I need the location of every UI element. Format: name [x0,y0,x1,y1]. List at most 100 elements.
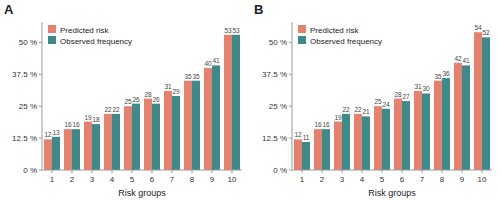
bar [462,65,470,170]
data-label: 11 [303,134,310,141]
x-tick [52,170,53,173]
legend: Predicted risk Observed frequency [298,25,382,46]
y-tick [289,42,292,43]
x-tick [342,170,343,173]
data-label: 16 [314,121,322,128]
data-label: 41 [462,57,470,64]
bar [212,65,220,170]
data-label: 19 [84,114,92,121]
panel: A121619222528313540531316182226262935415… [4,2,242,198]
panel-label: A [4,2,14,17]
bar [152,104,160,170]
y-tick-label: 50 % [269,38,287,47]
figure: A121619222528313540531316182226262935415… [0,0,500,202]
bar [192,81,200,170]
y-tick-label: 0 % [273,166,287,175]
y-tick-label: 25 % [19,102,37,111]
data-label: 27 [402,93,410,100]
data-label: 52 [482,29,490,36]
bar [124,106,132,170]
data-label: 25 [374,98,382,105]
x-tick [302,170,303,173]
y-tick-label: 37.5 % [262,70,287,79]
data-label: 53 [232,27,240,34]
y-tick [289,170,292,171]
data-label: 16 [64,121,72,128]
bar [224,35,232,170]
data-label: 22 [104,106,112,113]
data-label: 26 [132,96,140,103]
x-tick-label: 10 [478,175,487,184]
data-label: 26 [152,96,160,103]
data-label: 12 [294,131,302,138]
data-label: 28 [144,91,152,98]
legend-swatch [298,36,306,44]
data-label: 22 [112,106,120,113]
bar [434,81,442,170]
y-tick-label: 25 % [269,102,287,111]
data-label: 22 [354,106,362,113]
x-tick [462,170,463,173]
x-tick-label: 6 [400,175,405,184]
bar [112,114,120,170]
x-tick [192,170,193,173]
y-tick [39,42,42,43]
bar [342,114,350,170]
bar [314,129,322,170]
bar [44,139,52,170]
x-tick [92,170,93,173]
x-tick [172,170,173,173]
y-tick [39,170,42,171]
data-label: 22 [342,106,350,113]
legend-label: Predicted risk [310,26,359,35]
data-label: 31 [164,83,172,90]
bar [104,114,112,170]
data-label: 12 [44,131,52,138]
data-label: 54 [474,24,482,31]
y-tick [39,74,42,75]
data-label: 35 [184,73,192,80]
bar [92,124,100,170]
y-tick [289,138,292,139]
bar [232,35,240,170]
y-tick [289,74,292,75]
bar [334,122,342,170]
x-tick [322,170,323,173]
data-label: 28 [394,91,402,98]
x-tick-label: 4 [360,175,365,184]
x-tick-label: 3 [340,175,345,184]
bar [204,68,212,170]
bar [442,78,450,170]
bar [294,139,302,170]
bars [44,35,240,170]
x-axis-label: Risk groups [118,188,166,198]
bar [164,91,172,170]
x-tick-label: 2 [70,175,75,184]
legend-label: Observed frequency [60,37,132,46]
data-label: 35 [434,73,442,80]
x-tick [232,170,233,173]
bar [362,116,370,170]
x-tick-label: 8 [440,175,445,184]
y-tick-label: 12.5 % [12,134,37,143]
legend-label: Observed frequency [310,37,382,46]
bar [394,99,402,170]
y-axis-line [292,22,293,170]
bar [382,109,390,170]
data-label: 36 [442,70,450,77]
x-tick-label: 6 [150,175,155,184]
x-tick [402,170,403,173]
y-tick-label: 37.5 % [12,70,37,79]
panel: B121619222528313542541116222124273036415… [254,2,492,198]
data-label: 53 [224,27,232,34]
bar [354,114,362,170]
data-label: 29 [172,88,180,95]
x-tick-label: 1 [50,175,55,184]
x-tick-label: 7 [170,175,175,184]
y-tick-label: 50 % [19,38,37,47]
x-tick-label: 3 [90,175,95,184]
data-label: 13 [52,129,60,136]
x-tick [152,170,153,173]
panel-label: B [254,2,263,17]
bar [52,137,60,170]
